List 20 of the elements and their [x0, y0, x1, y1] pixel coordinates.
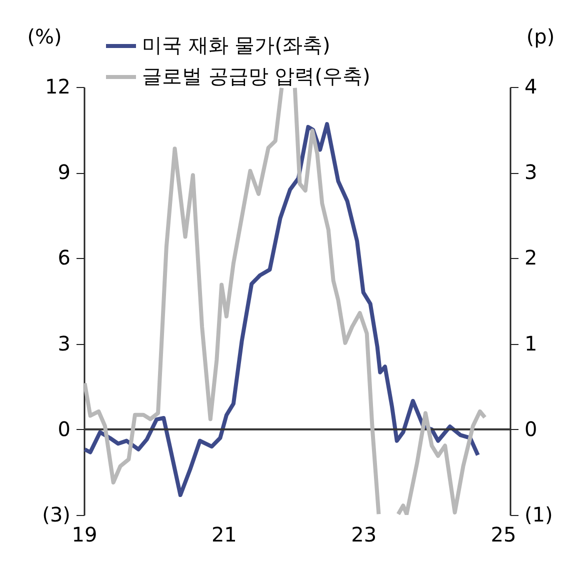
- y2-tick-label: 1: [524, 331, 538, 356]
- y-tick-label: 12: [45, 74, 70, 98]
- y-tick-label: 6: [58, 246, 70, 270]
- y-tick-label: 0: [58, 416, 70, 441]
- y-axis-title: (%): [27, 24, 62, 48]
- y2-tick-label: (1): [524, 502, 553, 526]
- y2-axis-title: (p): [526, 24, 555, 48]
- y-tick-label: (3): [42, 502, 70, 526]
- y2-tick-label: 3: [524, 160, 538, 184]
- legend-label: 글로벌 공급망 압력(우축): [142, 64, 370, 88]
- y2-tick-label: 4: [524, 74, 538, 98]
- y-tick-label: 3: [58, 331, 70, 356]
- y-tick-label: 9: [58, 160, 70, 184]
- x-tick-label: 21: [211, 522, 237, 546]
- x-tick-label: 25: [490, 522, 516, 546]
- y2-tick-label: 2: [524, 246, 538, 270]
- legend-label: 미국 재화 물가(좌축): [142, 33, 330, 57]
- y2-tick-label: 0: [524, 416, 538, 441]
- x-tick-label: 23: [351, 522, 377, 546]
- x-tick-label: 19: [72, 522, 98, 546]
